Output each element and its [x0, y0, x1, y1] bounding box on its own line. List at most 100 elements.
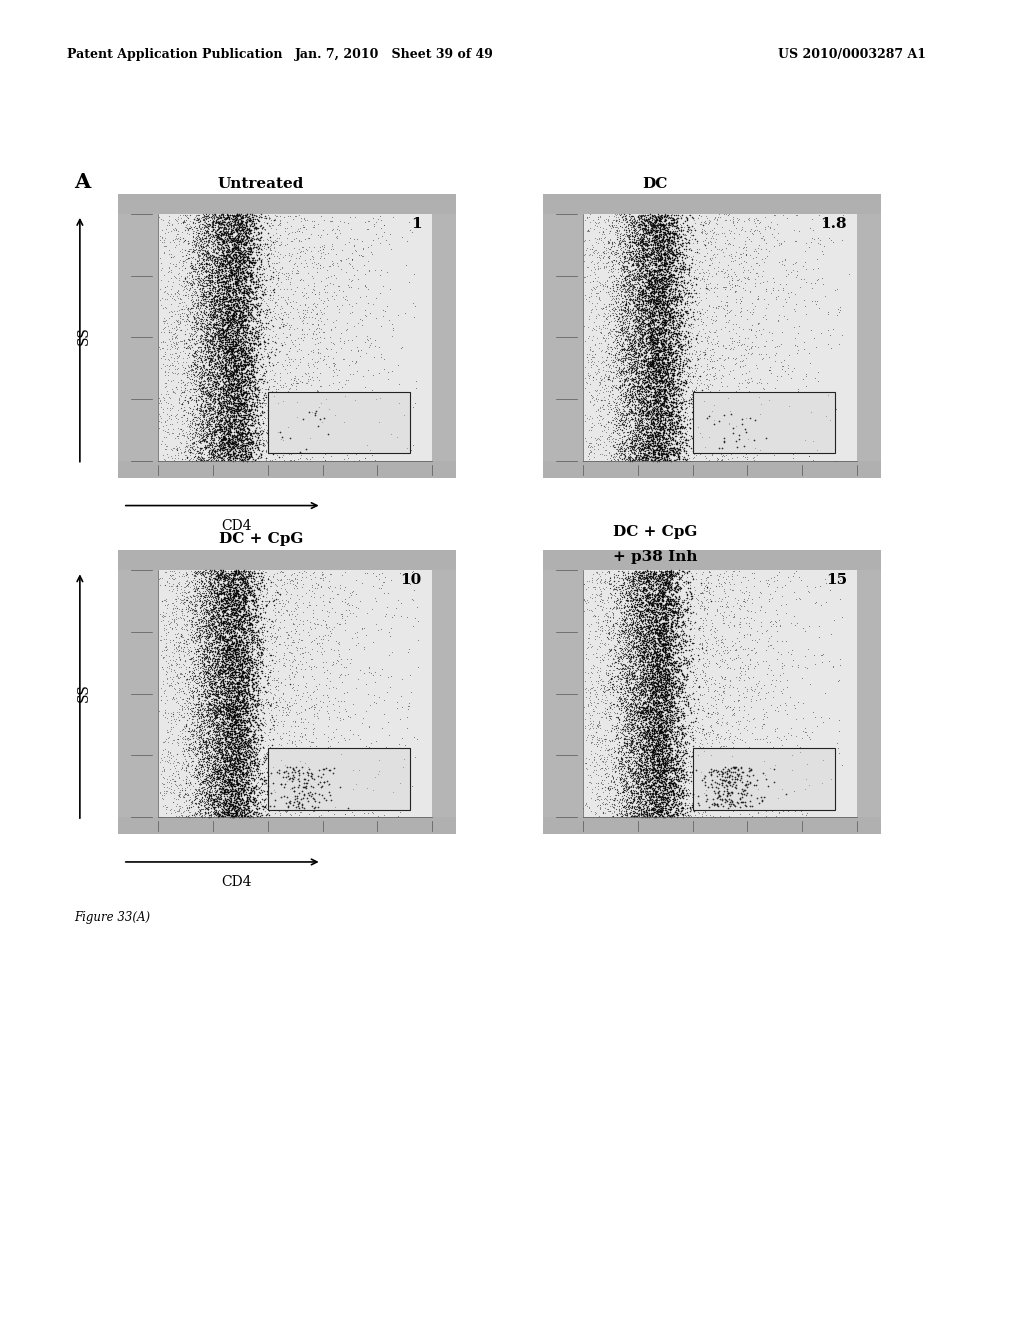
Point [603, 655, 620, 676]
Point [211, 392, 227, 413]
Point [252, 652, 268, 673]
Point [627, 424, 643, 445]
Point [636, 385, 652, 407]
Point [198, 301, 214, 322]
Point [195, 638, 211, 659]
Point [215, 775, 231, 796]
Point [231, 714, 248, 735]
Point [205, 756, 221, 777]
Point [195, 593, 211, 614]
Point [219, 632, 236, 653]
Point [630, 635, 646, 656]
Point [224, 342, 241, 363]
Point [206, 770, 222, 791]
Point [211, 337, 227, 358]
Point [636, 424, 652, 445]
Point [647, 622, 664, 643]
Point [642, 354, 658, 375]
Point [663, 619, 679, 640]
Point [249, 635, 265, 656]
Point [203, 433, 219, 454]
Point [231, 421, 248, 442]
Point [212, 319, 228, 341]
Point [651, 207, 668, 228]
Point [650, 384, 667, 405]
Point [209, 684, 225, 705]
Point [662, 669, 678, 690]
Point [740, 380, 757, 401]
Point [641, 309, 657, 330]
Point [206, 425, 222, 446]
Point [204, 334, 220, 355]
Point [239, 209, 255, 230]
Point [649, 348, 666, 370]
Point [640, 356, 656, 378]
Point [620, 789, 636, 810]
Point [690, 767, 707, 788]
Point [575, 573, 592, 594]
Point [616, 234, 633, 255]
Point [219, 412, 236, 433]
Point [632, 766, 648, 787]
Point [210, 760, 226, 781]
Point [636, 335, 652, 356]
Point [625, 405, 641, 426]
Point [217, 224, 233, 246]
Point [618, 304, 635, 325]
Point [233, 754, 250, 775]
Point [627, 760, 643, 781]
Point [656, 594, 673, 615]
Point [612, 285, 629, 306]
Point [234, 370, 251, 391]
Point [656, 762, 673, 783]
Point [214, 280, 230, 301]
Point [626, 230, 642, 251]
Point [243, 219, 259, 240]
Point [654, 799, 671, 820]
Point [188, 739, 205, 760]
Point [242, 425, 258, 446]
Point [209, 649, 225, 671]
Point [207, 738, 223, 759]
Point [631, 281, 647, 302]
Point [294, 371, 310, 392]
Point [586, 389, 602, 411]
Point [206, 768, 222, 789]
Point [230, 710, 247, 731]
Point [224, 570, 241, 591]
Point [228, 384, 245, 405]
Point [230, 206, 247, 227]
Point [635, 253, 651, 275]
Point [623, 597, 639, 618]
Point [222, 264, 239, 285]
Point [690, 345, 707, 366]
Point [222, 399, 239, 420]
Point [217, 748, 233, 770]
Point [207, 325, 223, 346]
Point [632, 607, 648, 628]
Point [247, 308, 263, 329]
Point [632, 426, 648, 447]
Point [625, 449, 641, 470]
Point [650, 612, 667, 634]
Point [649, 766, 666, 787]
Point [212, 363, 228, 384]
Point [201, 285, 217, 306]
Point [671, 655, 687, 676]
Point [195, 450, 211, 471]
Point [183, 678, 200, 700]
Point [201, 418, 217, 440]
Point [650, 379, 667, 400]
Point [656, 653, 673, 675]
Point [234, 371, 251, 392]
Point [672, 800, 688, 821]
Point [651, 391, 668, 412]
Point [626, 429, 642, 450]
Point [625, 635, 641, 656]
Point [308, 412, 325, 433]
Point [225, 564, 242, 585]
Point [226, 375, 243, 396]
Point [585, 347, 601, 368]
Point [652, 362, 669, 383]
Point [236, 610, 252, 631]
